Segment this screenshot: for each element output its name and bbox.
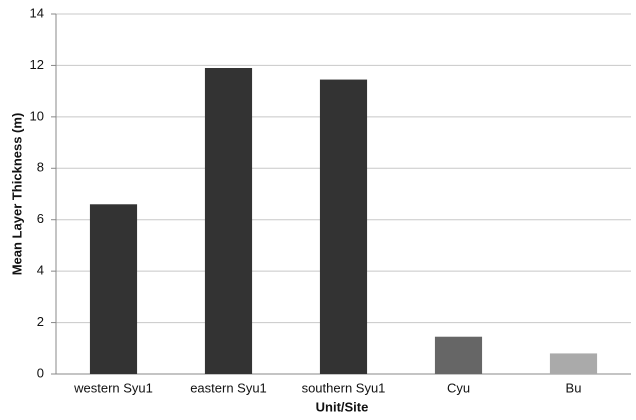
y-tick-label: 0 — [37, 365, 44, 380]
x-tick-label: western Syu1 — [73, 380, 153, 395]
y-tick-label: 4 — [37, 263, 44, 278]
y-tick-label: 12 — [30, 57, 44, 72]
y-tick-label: 2 — [37, 314, 44, 329]
x-tick-label: Cyu — [447, 380, 470, 395]
y-tick-label: 14 — [30, 5, 44, 20]
x-tick-label: southern Syu1 — [302, 380, 386, 395]
y-tick-label: 6 — [37, 211, 44, 226]
bar — [549, 353, 598, 374]
x-tick-label: eastern Syu1 — [190, 380, 267, 395]
bar — [434, 336, 483, 374]
y-tick-label: 8 — [37, 160, 44, 175]
bar — [204, 68, 253, 374]
y-axis-title: Mean Layer Thickness (m) — [9, 113, 24, 276]
bar — [319, 79, 368, 375]
x-tick-label: Bu — [566, 380, 582, 395]
y-tick-label: 10 — [30, 108, 44, 123]
bar — [89, 204, 138, 374]
x-axis-title: Unit/Site — [316, 399, 369, 414]
